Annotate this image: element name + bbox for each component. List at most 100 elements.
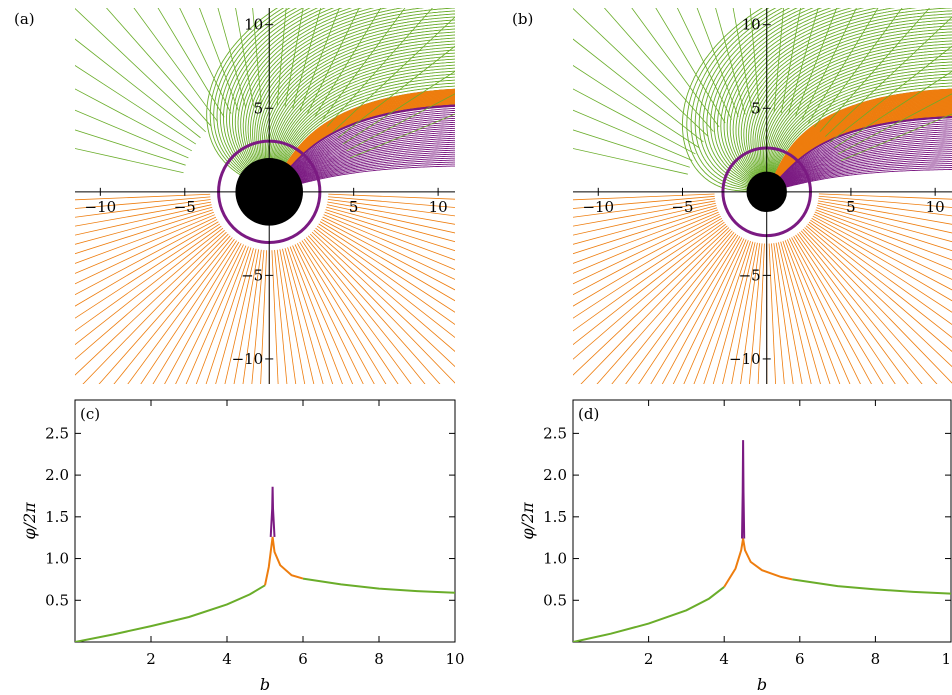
panel-a-ray-#7b1a82 [296, 151, 455, 181]
panel-a-radial-ray-green [157, 8, 225, 118]
panel-b-radial-ray [703, 240, 751, 384]
panel-b-radial-ray [573, 209, 718, 264]
panel-a-radial-ray [282, 248, 315, 384]
panel-a-ray-#7b1a82 [293, 133, 455, 177]
panel-a-radial-ray-green [179, 8, 232, 114]
panel-b-radial-ray [808, 221, 952, 325]
panel-a-ytick-label: −10 [232, 350, 264, 368]
panel-c-ytick-label: 1.0 [45, 550, 69, 568]
panel-b-ray-#7b1a82 [779, 129, 952, 182]
panel-a-ray-#7b1a82 [288, 105, 455, 171]
panel-a-ray-#7b1a82 [293, 129, 455, 176]
panel-b-ray-#6aad2a [758, 34, 952, 176]
panel-b-radial-ray [573, 211, 719, 274]
panel-b-xtick-label: −10 [582, 198, 614, 216]
panel-b-radial-ray-green [829, 45, 952, 143]
panel-d-series-purple [741, 440, 746, 539]
panel-b-radial-ray [573, 195, 715, 209]
panel-b-ray-#7b1a82 [779, 123, 952, 181]
panel-b-radial-ray [780, 241, 821, 384]
panel-a-ray-#7b1a82 [295, 143, 455, 179]
panel-b-ray-#6aad2a [726, 8, 865, 181]
panel-d-deflection-plot: 2 4 6 8 10 0.5 1.0 1.5 2.0 2.5 (d) b φ/2π [518, 399, 952, 694]
panel-a-radial-ray [260, 250, 268, 384]
panel-b-radial-ray-green [794, 8, 838, 117]
panel-b-ray-#6aad2a [690, 8, 777, 190]
panel-a-ray-#6aad2a [266, 31, 455, 163]
panel-d-xtick-label: 8 [871, 650, 881, 668]
panel-a-radial-ray [318, 223, 455, 313]
panel-b-ray-#7b1a82 [778, 117, 952, 180]
panel-a-ytick-label: 5 [254, 99, 264, 117]
panel-b-radial-ray [625, 233, 737, 384]
panel-b-ytick-label: −5 [739, 266, 761, 284]
panel-a-radial-ray [276, 249, 297, 384]
panel-a-ytick-label: −5 [241, 266, 263, 284]
panel-b-ray-#6aad2a [773, 85, 952, 176]
panel-b-radial-ray-green [573, 8, 709, 137]
panel-a-radial-ray-green [199, 8, 239, 111]
panel-d-xlabel: b [757, 675, 767, 694]
panel-b-radial-ray-green [841, 113, 952, 161]
panel-a-radial-ray [75, 206, 213, 245]
panel-b-ray-#6aad2a [729, 8, 879, 180]
panel-a-axes: −10 −5 5 10 −10 −5 5 10 [75, 8, 455, 384]
panel-b-ray-#6aad2a [767, 58, 952, 175]
panel-b-radial-ray [810, 219, 952, 313]
panel-b-radial-ray-green [780, 8, 801, 113]
panel-b-radial-ray [804, 227, 952, 368]
panel-c-deflection-plot: 2 4 6 8 10 0.5 1.0 1.5 2.0 2.5 (c) b φ/2π [20, 399, 465, 694]
panel-b-ray-#7b1a82 [780, 131, 952, 182]
panel-b-ray-#6aad2a [740, 10, 952, 178]
panel-d-ytick-label: 1.5 [543, 508, 567, 526]
panel-a-radial-ray-green [75, 129, 186, 166]
panel-b-ray-#7b1a82 [782, 147, 952, 185]
panel-b-radial-ray [573, 223, 727, 346]
panel-b-radial-ray-green [801, 8, 857, 120]
panel-a-radial-ray [324, 211, 455, 261]
panel-a-label: (a) [14, 10, 35, 28]
panel-a-ray-#6aad2a [272, 49, 455, 163]
panel-a-radial-ray [299, 241, 387, 384]
panel-a-radial-ray [323, 214, 455, 270]
panel-b-radial-ray [812, 215, 952, 291]
panel-a-ray-#6aad2a [280, 76, 455, 166]
panel-a-radial-ray-green [75, 38, 201, 139]
panel-d-label: (d) [578, 405, 599, 423]
panel-b-radial-ray [757, 243, 765, 384]
panel-c-ytick-label: 1.5 [45, 508, 69, 526]
panel-b-radial-ray [813, 213, 952, 280]
panel-b-radial-ray-green [834, 70, 952, 149]
panel-a-ray-#6aad2a [216, 8, 298, 174]
panel-b-ray-#7b1a82 [780, 135, 952, 183]
panel-a-ray-#7b1a82 [295, 137, 455, 177]
panel-b-ray-#6aad2a [768, 64, 952, 176]
panel-b-ray-#6aad2a [702, 8, 798, 186]
panel-b-radial-ray [814, 211, 952, 270]
panel-d-xtick-label: 2 [644, 650, 654, 668]
panel-a-radial-ray-green [346, 93, 455, 152]
panel-a-ray-#6aad2a [282, 82, 455, 167]
panel-b-ray-#6aad2a [750, 22, 952, 177]
panel-b-ray-#7b1a82 [782, 157, 952, 186]
panel-b-ray-#6aad2a [772, 82, 952, 176]
panel-b-radial-ray [573, 207, 718, 255]
panel-a-radial-ray [75, 211, 214, 264]
panel-b-radial-ray-green [655, 8, 726, 124]
panel-b-radial-ray [786, 239, 851, 384]
panel-b-label: (b) [512, 10, 533, 28]
panel-b-rays [573, 8, 952, 384]
panel-a-radial-ray-green [75, 8, 206, 133]
panel-c-xtick-label: 8 [374, 650, 384, 668]
panel-a-radial-ray [328, 193, 455, 200]
panel-b-radial-ray [773, 243, 794, 384]
panel-a-radial-ray-green [106, 8, 212, 127]
panel-a-radial-ray [326, 206, 455, 243]
panel-b-radial-ray [795, 234, 896, 384]
panel-a-xtick-label: −10 [85, 198, 117, 216]
panel-a-radial-ray-green [307, 8, 360, 114]
panel-a-radial-ray-green [75, 88, 192, 152]
panel-b-radial-ray-green [603, 8, 714, 132]
panel-b-ray-#6aad2a [769, 67, 952, 175]
panel-b-ray-#6aad2a [732, 8, 896, 180]
